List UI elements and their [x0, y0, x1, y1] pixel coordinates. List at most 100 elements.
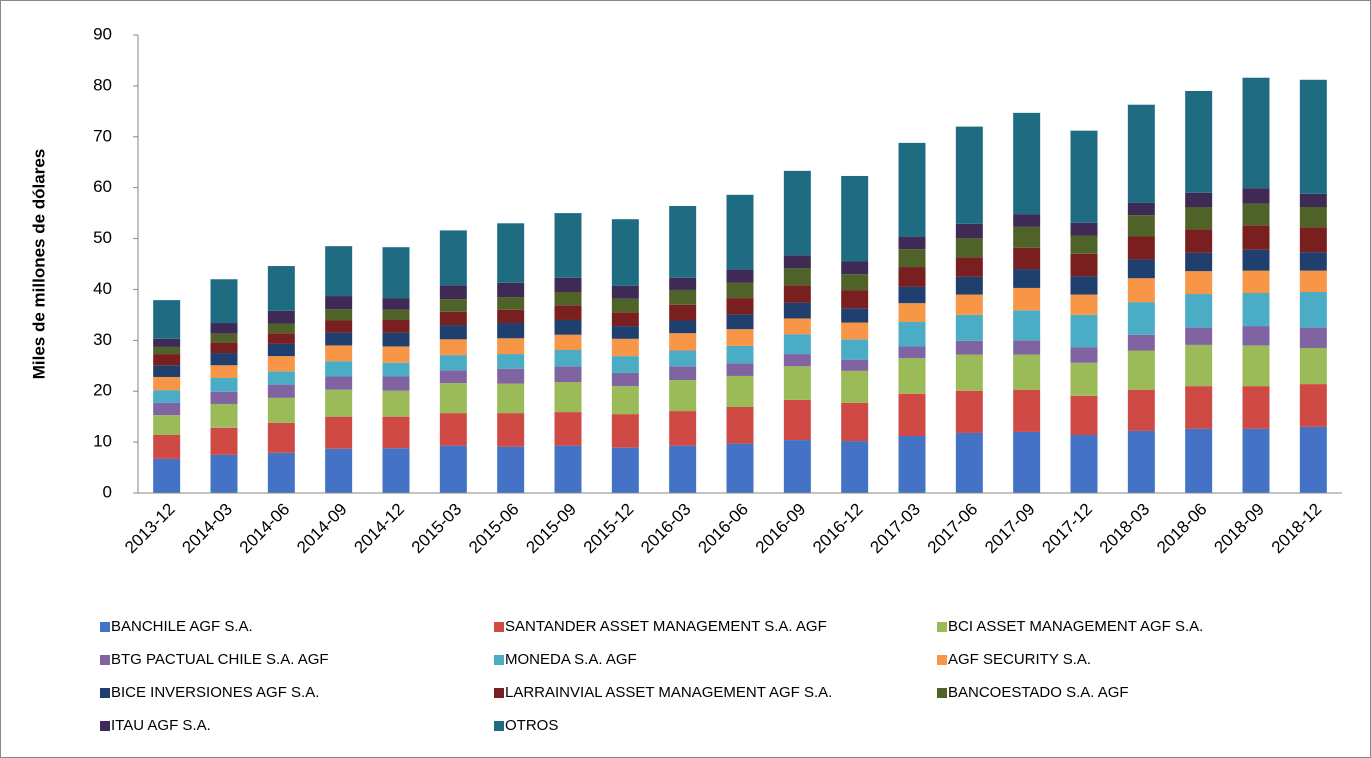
bar-segment [439, 299, 467, 312]
bar-segment [497, 354, 525, 369]
bar-segment [210, 403, 238, 428]
bar-segment [1299, 252, 1327, 271]
bar-segment [726, 282, 754, 299]
bar-segment [611, 356, 639, 373]
bar-segment [841, 261, 869, 275]
bar-segment [554, 213, 582, 278]
bar-segment [267, 310, 295, 324]
bar-segment [439, 230, 467, 286]
bar-segment [611, 414, 639, 448]
bar-segment [439, 325, 467, 340]
bar-segment [1242, 386, 1270, 429]
y-axis-label: Miles de millones de dólares [29, 149, 48, 380]
bar-segment [1185, 294, 1213, 328]
bar-segment [497, 413, 525, 447]
bar-segment [382, 376, 410, 391]
bar-segment [726, 363, 754, 376]
bar-segment [153, 402, 181, 416]
bar-segment [210, 323, 238, 334]
bar-segment [153, 415, 181, 435]
bar-segment [267, 452, 295, 493]
bar-segment [153, 354, 181, 366]
bar-segment [841, 274, 869, 291]
bar-segment [841, 339, 869, 360]
bar-segment [439, 339, 467, 356]
bar-segment [783, 268, 811, 286]
bar-segment [669, 366, 697, 381]
bar-segment [210, 342, 238, 354]
bar-segment [1127, 350, 1155, 390]
legend-swatch [494, 688, 504, 698]
bar-segment [783, 318, 811, 335]
bar-segment [1127, 302, 1155, 335]
bar-segment [1070, 253, 1098, 277]
legend-swatch [100, 721, 110, 731]
bar-segment [210, 279, 238, 324]
bar-segment [611, 312, 639, 327]
bar-segment [1127, 334, 1155, 351]
bar-segment [325, 296, 353, 310]
bar-segment [726, 314, 754, 330]
bar-segment [898, 358, 926, 394]
bar-segment [841, 308, 869, 323]
bar-segment [325, 416, 353, 449]
bar-segment [611, 219, 639, 286]
bar-segment [955, 340, 983, 355]
bar-segment [1013, 310, 1041, 341]
bar-segment [439, 311, 467, 326]
legend-swatch [100, 622, 110, 632]
bar-segment [726, 298, 754, 315]
bar-segment [325, 448, 353, 493]
bar-segment [1013, 354, 1041, 390]
bar-segment [1127, 236, 1155, 260]
bar-segment [783, 285, 811, 303]
y-tick-label: 10 [93, 432, 112, 451]
bar-segment [554, 334, 582, 351]
bar-segment [325, 320, 353, 333]
legend-label: OTROS [505, 717, 558, 734]
bar-segment [1185, 229, 1213, 253]
bar-segment [382, 362, 410, 377]
bar-segment [1013, 269, 1041, 288]
bar-segment [325, 332, 353, 346]
bar-segment [1013, 287, 1041, 311]
bar-segment [153, 365, 181, 377]
bar-segment [1299, 207, 1327, 228]
bar-segment [554, 291, 582, 306]
bar-segment [783, 354, 811, 367]
bar-segment [267, 266, 295, 311]
legend-swatch [937, 688, 947, 698]
bar-segment [267, 384, 295, 398]
bar-segment [497, 338, 525, 355]
bar-segment [1127, 278, 1155, 303]
legend-label: SANTANDER ASSET MANAGEMENT S.A. AGF [505, 618, 827, 635]
bar-segment [669, 205, 697, 278]
bar-segment [783, 399, 811, 441]
bar-segment [726, 443, 754, 493]
bar-segment [210, 333, 238, 343]
bar-segment [267, 333, 295, 344]
bar-segment [1013, 214, 1041, 227]
bar-segment [382, 247, 410, 299]
bar-segment [1242, 77, 1270, 189]
y-tick-label: 90 [93, 24, 112, 43]
bar-segment [382, 448, 410, 493]
bar-segment [1127, 430, 1155, 493]
bar-segment [955, 432, 983, 493]
bar-segment [1185, 327, 1213, 345]
bar-segment [898, 393, 926, 437]
bar-segment [153, 346, 181, 355]
bar-segment [898, 237, 926, 250]
bar-segment [841, 402, 869, 442]
bar-segment [1070, 294, 1098, 315]
y-tick-label: 30 [93, 330, 112, 349]
bar-segment [955, 257, 983, 277]
bar-segment [1013, 389, 1041, 432]
bar-segment [1013, 112, 1041, 215]
bar-segment [439, 355, 467, 371]
legend-swatch [494, 655, 504, 665]
bar-segment [898, 286, 926, 304]
bar-segment [382, 309, 410, 320]
bar-segment [1070, 347, 1098, 363]
